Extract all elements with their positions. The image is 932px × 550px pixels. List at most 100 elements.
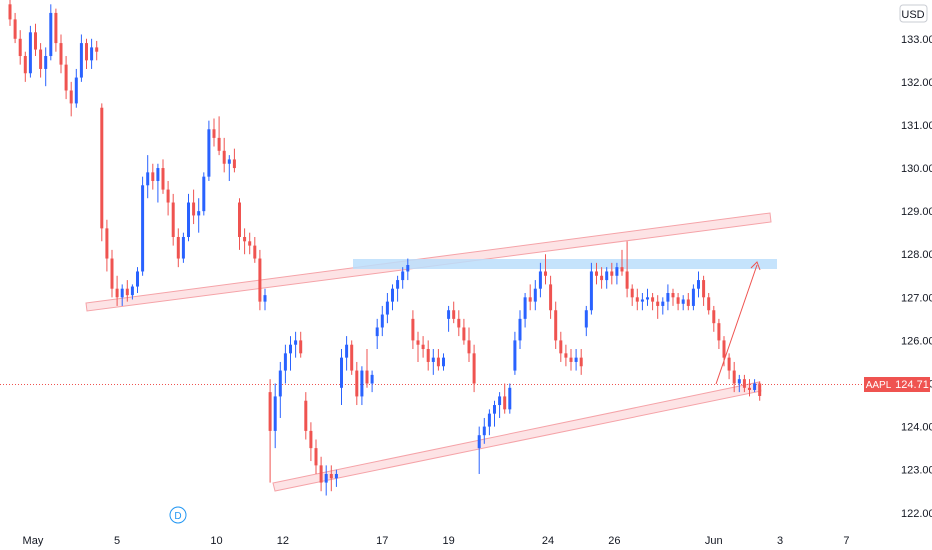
candle-body [493,405,496,414]
candle-body [74,77,78,104]
candle-body [355,370,359,397]
candle [748,379,751,397]
candlestick-series [8,0,762,496]
candle-body [737,379,741,384]
candle [253,236,257,263]
candle [391,284,394,311]
candle-body [314,448,318,466]
candle-body [513,340,517,371]
candle-body [579,357,583,367]
candle-body [192,202,196,216]
candle [727,353,731,380]
currency-label[interactable]: USD [899,4,928,23]
candle-body [248,241,252,246]
candle-body [294,340,298,345]
candle-body [442,357,445,367]
candle-body [110,258,114,289]
candle [263,288,267,311]
candle-body [564,353,568,358]
candle-body [166,189,170,203]
candle [181,232,185,263]
candle [411,310,415,350]
candle [717,318,721,350]
price-axis[interactable]: 133.00 132.00 131.00 130.00 129.00 128.00 127.… [864,0,932,530]
candle-body [13,19,17,39]
candle [564,344,568,367]
time-axis[interactable]: May 5 10 12 17 19 24 26 Jun 3 7 [0,530,932,550]
candle-body [681,299,685,304]
candle-body [686,299,690,306]
candle-body [136,271,139,287]
candle [334,469,338,487]
candle-body [727,357,731,371]
resistance-zone [353,259,777,269]
candle-body [533,288,537,302]
candle-body [217,137,221,151]
candle [202,172,206,216]
candle [222,137,226,173]
candle [579,349,583,375]
candle [584,305,588,337]
candle-body [90,47,94,61]
candle-body [625,271,629,289]
candle-body [222,150,226,164]
candle [666,284,670,311]
x-tick-label: 7 [843,535,849,547]
candle-body [278,370,282,397]
candle [289,336,292,371]
candle [197,198,201,233]
candle [294,331,298,358]
candle-body [605,271,609,281]
candle-body [538,271,542,289]
candle [161,159,165,194]
candle [146,155,150,199]
dividend-event-marker[interactable]: D [169,506,187,524]
candle [447,305,451,332]
candle-body [702,280,706,298]
candle-body [79,43,83,78]
candle [589,262,593,315]
candle-body [8,4,12,20]
candle-body [523,297,527,319]
candle-body [243,236,247,242]
candle [324,465,328,496]
candle [712,305,716,332]
x-tick-label: 10 [210,535,222,547]
candle-body [569,357,573,362]
candle [8,0,12,26]
candle-body [411,318,415,341]
candle-body [273,396,277,431]
candle [595,262,598,285]
currency-label-text: USD [901,9,924,21]
candle [299,331,303,358]
candle-body [549,284,553,311]
candle [396,275,400,302]
candle-body [503,396,507,410]
candle [309,422,313,462]
price-tag-text: 124.71 [895,379,929,391]
candle [385,293,389,324]
candle [554,301,558,350]
candle-body [421,344,425,350]
candle-body [554,310,558,341]
candle-body [391,288,394,302]
candle [238,198,241,250]
candle [538,262,542,298]
candle [753,379,757,393]
candle [283,344,287,384]
candle-body [156,168,160,181]
candle-body [202,176,206,212]
candle-body [334,473,338,479]
y-tick-label: 123.00 [901,465,932,477]
candle-body [630,288,634,298]
candle-body [309,430,313,449]
candle-body [207,129,211,177]
trend-channel [85,212,777,492]
candle [493,400,496,427]
candle-body [212,129,216,138]
candle-body [345,344,349,358]
candle-body [304,400,308,431]
candle [508,383,512,414]
candle-body [528,297,532,302]
